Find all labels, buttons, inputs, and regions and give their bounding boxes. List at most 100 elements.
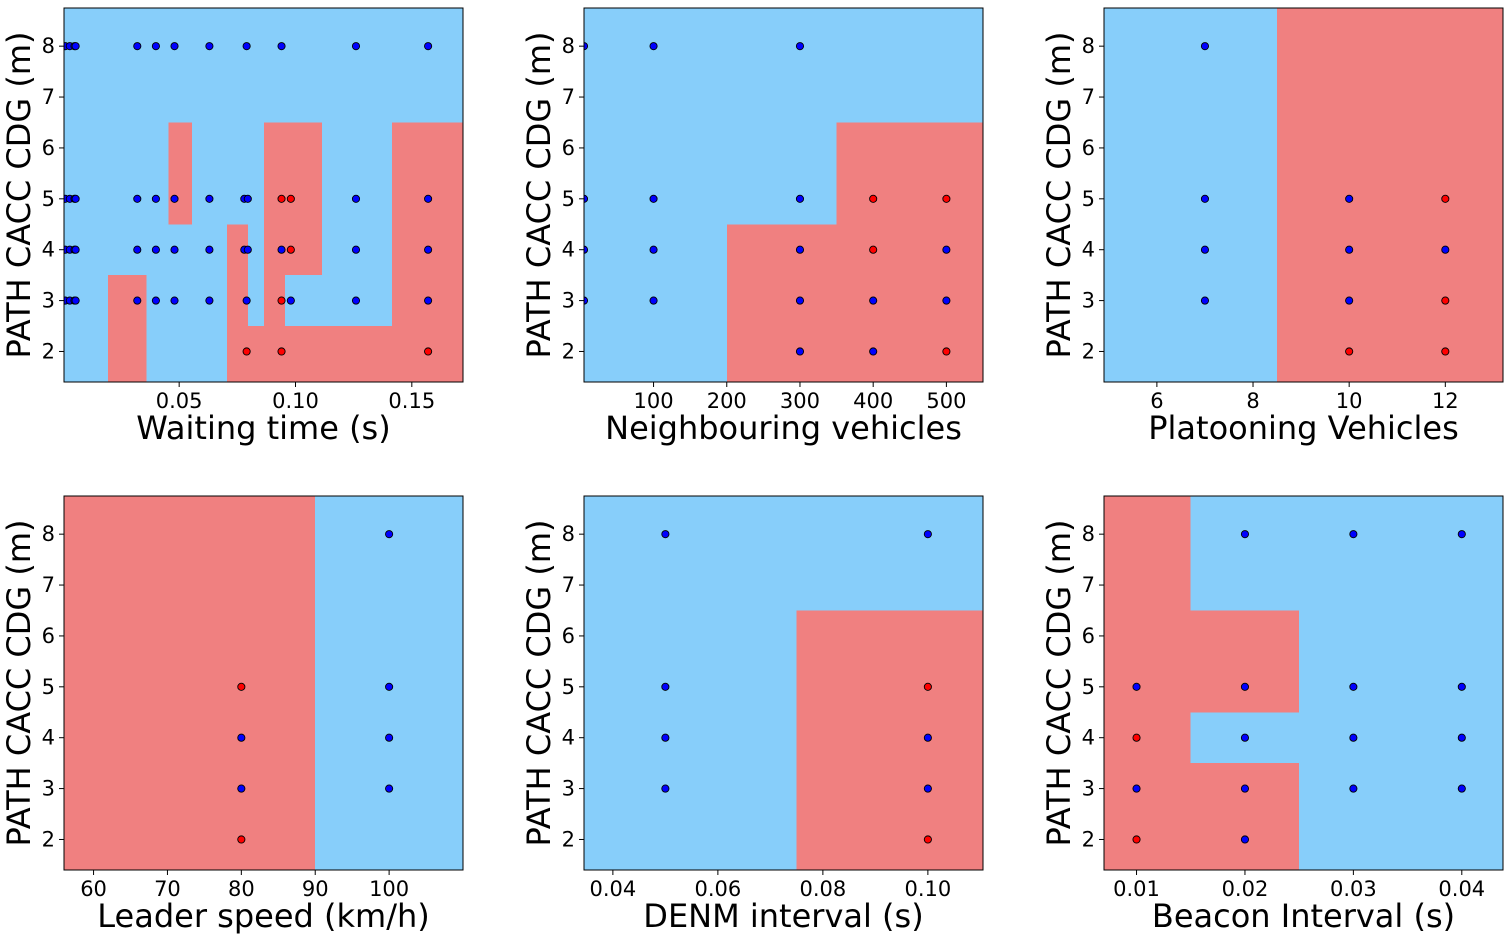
- data-point-blue: [170, 42, 179, 51]
- data-point-blue: [237, 784, 246, 793]
- data-point-blue: [1200, 42, 1210, 51]
- data-point-blue: [661, 733, 670, 742]
- data-point-blue: [351, 194, 361, 203]
- data-point-blue: [1240, 784, 1250, 793]
- plot-area: [584, 496, 983, 870]
- y-tick-label: 6: [42, 136, 55, 160]
- data-point-red: [424, 347, 433, 356]
- data-point-red: [286, 245, 295, 254]
- data-point-blue: [1349, 530, 1358, 539]
- decision-region-red: [247, 326, 265, 382]
- y-tick-label: 7: [42, 573, 55, 597]
- data-point-blue: [1200, 245, 1210, 254]
- data-point-red: [237, 835, 246, 844]
- data-point-blue: [151, 42, 160, 51]
- data-point-red: [923, 682, 932, 691]
- data-point-blue: [133, 194, 142, 203]
- data-point-blue: [71, 296, 80, 305]
- y-tick-label: 2: [42, 827, 55, 851]
- data-point-red: [942, 194, 951, 203]
- y-axis-label: PATH CACC CDG (m): [0, 519, 38, 846]
- data-point-blue: [1240, 682, 1250, 691]
- data-point-blue: [385, 530, 394, 539]
- data-point-blue: [286, 296, 295, 305]
- data-point-blue: [1200, 194, 1210, 203]
- data-point-blue: [1349, 682, 1358, 691]
- subplot-1: 0.05 0.10 0.15 2 3 4 5 6 7 8 Waiting time (s) PATH …: [0, 7, 464, 447]
- x-tick-label: 100: [634, 389, 674, 413]
- data-point-blue: [869, 296, 878, 305]
- decision-region-red: [226, 224, 248, 382]
- data-point-blue: [237, 733, 246, 742]
- decision-region-red: [392, 122, 463, 327]
- data-point-blue: [424, 42, 433, 51]
- y-tick-label: 4: [42, 238, 55, 262]
- data-point-red: [1132, 835, 1141, 844]
- data-point-blue: [277, 42, 286, 51]
- y-tick-label: 3: [42, 777, 55, 801]
- y-tick-label: 4: [562, 726, 575, 750]
- data-point-blue: [1457, 784, 1466, 793]
- data-point-red: [1132, 733, 1141, 742]
- y-tick-label: 2: [562, 339, 575, 363]
- x-tick-label: 0.01: [1113, 877, 1160, 901]
- y-tick-label: 2: [562, 827, 575, 851]
- decision-region-red: [1190, 763, 1300, 870]
- x-tick-label: 0.08: [799, 877, 846, 901]
- y-tick-label: 8: [562, 34, 575, 58]
- x-tick-label: 0.06: [694, 877, 741, 901]
- y-tick-label: 7: [562, 573, 575, 597]
- decision-region-red: [168, 122, 192, 225]
- data-point-blue: [1240, 733, 1250, 742]
- data-point-red: [942, 347, 951, 356]
- y-tick-label: 2: [1082, 339, 1095, 363]
- plot-area: [64, 8, 463, 382]
- x-tick-label: 0.10: [272, 389, 319, 413]
- data-point-blue: [351, 296, 361, 305]
- data-point-blue: [1240, 835, 1250, 844]
- data-point-blue: [869, 347, 878, 356]
- data-point-blue: [243, 245, 252, 254]
- data-point-red: [1345, 347, 1354, 356]
- data-point-blue: [923, 530, 932, 539]
- x-tick-label: 12: [1432, 389, 1459, 413]
- data-point-blue: [649, 296, 658, 305]
- data-point-blue: [151, 194, 160, 203]
- data-point-blue: [1345, 296, 1354, 305]
- data-point-blue: [1345, 194, 1354, 203]
- data-point-blue: [71, 42, 80, 51]
- plot-area: [64, 496, 463, 870]
- data-point-red: [286, 194, 295, 203]
- data-point-blue: [71, 245, 80, 254]
- data-point-blue: [205, 245, 214, 254]
- y-tick-label: 6: [1082, 624, 1095, 648]
- data-point-blue: [243, 194, 252, 203]
- x-tick-label: 60: [80, 877, 107, 901]
- y-tick-label: 6: [1082, 136, 1095, 160]
- data-point-blue: [1132, 682, 1141, 691]
- data-point-blue: [1349, 733, 1358, 742]
- data-point-blue: [795, 42, 805, 51]
- x-tick-label: 200: [707, 389, 747, 413]
- data-point-blue: [795, 245, 805, 254]
- data-point-red: [277, 347, 286, 356]
- y-tick-label: 3: [1082, 289, 1095, 313]
- y-tick-label: 2: [1082, 827, 1095, 851]
- data-point-blue: [1457, 733, 1466, 742]
- y-tick-label: 4: [1082, 726, 1095, 750]
- data-point-red: [242, 347, 251, 356]
- x-tick-label: 80: [228, 877, 255, 901]
- y-axis-label: PATH CACC CDG (m): [1040, 31, 1078, 358]
- data-point-blue: [1240, 530, 1250, 539]
- x-tick-label: 0.15: [388, 389, 435, 413]
- y-tick-label: 2: [42, 339, 55, 363]
- plot-area: [1104, 8, 1503, 382]
- x-tick-label: 0.04: [589, 877, 636, 901]
- data-point-blue: [133, 245, 142, 254]
- data-point-blue: [942, 296, 951, 305]
- axes-frame: [1103, 495, 1504, 871]
- data-point-blue: [1349, 784, 1358, 793]
- decision-region-red: [64, 496, 316, 870]
- y-tick-label: 3: [42, 289, 55, 313]
